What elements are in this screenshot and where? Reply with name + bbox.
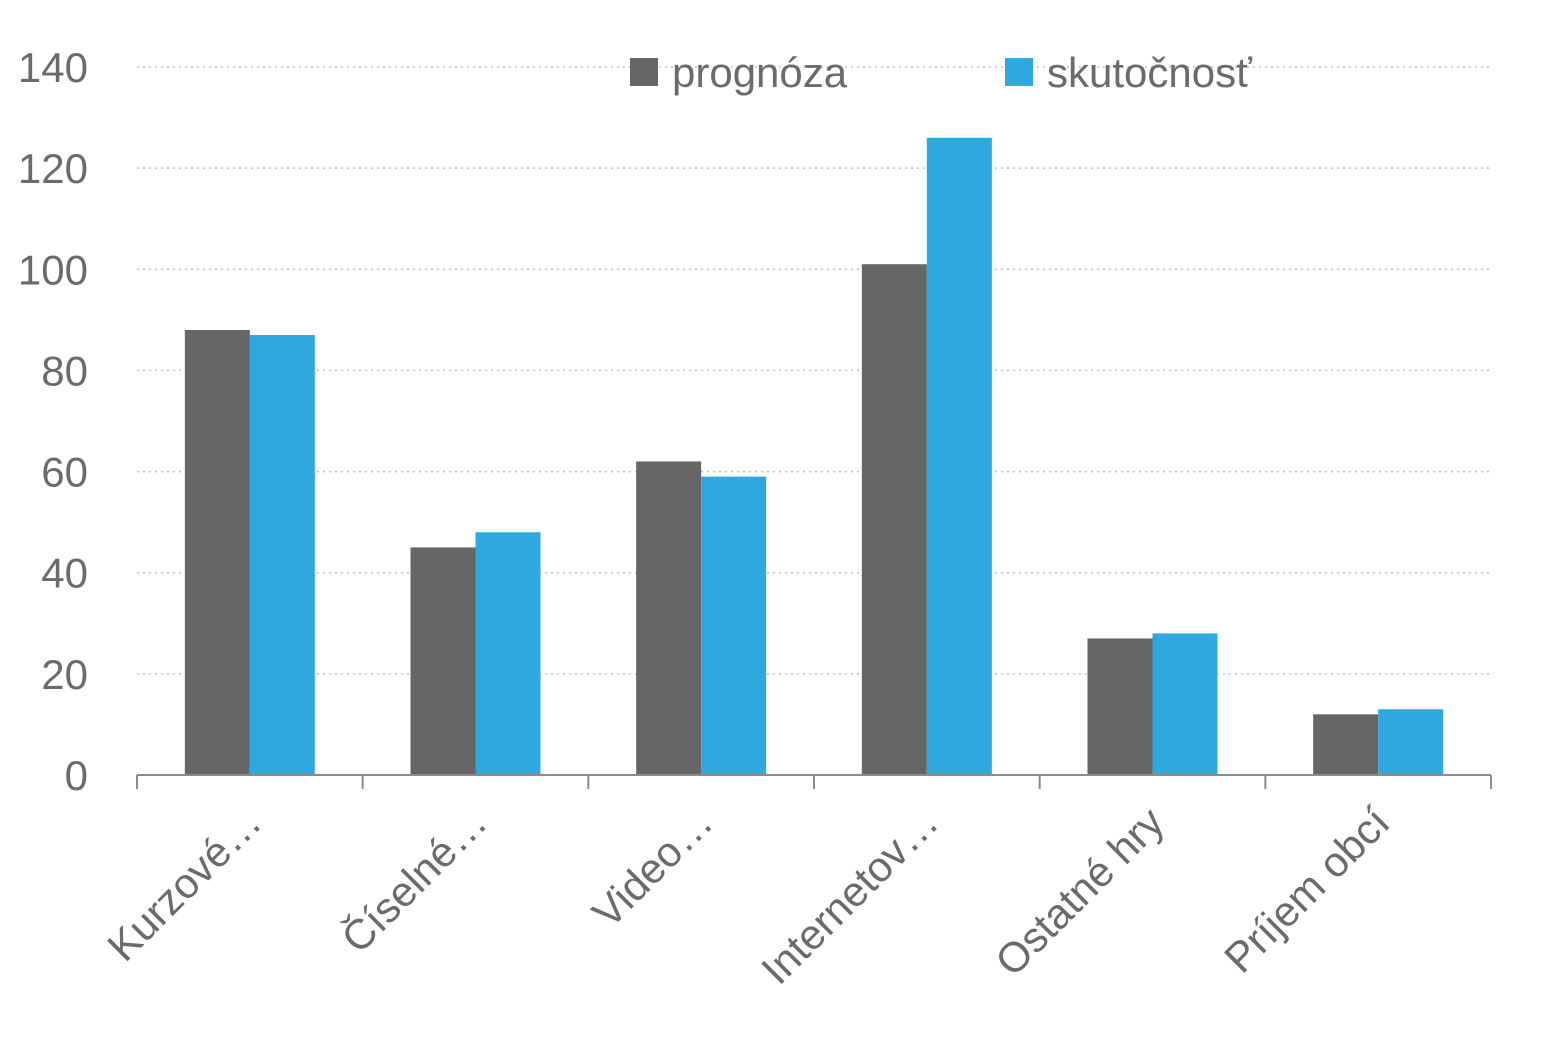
bar-skutočnosť-2 bbox=[701, 476, 767, 775]
legend-swatch-0 bbox=[630, 58, 658, 86]
gridlines bbox=[137, 66, 1491, 675]
bar-prognóza-3 bbox=[861, 264, 927, 775]
x-axis bbox=[136, 774, 1492, 789]
legend-label-1: skutočnosť bbox=[1047, 49, 1253, 96]
bar-prognóza-4 bbox=[1087, 638, 1153, 775]
y-tick-label: 40 bbox=[41, 550, 88, 597]
bar-skutočnosť-3 bbox=[926, 137, 992, 776]
bar-skutočnosť-5 bbox=[1378, 709, 1444, 775]
bar-skutočnosť-1 bbox=[475, 532, 541, 775]
bar-prognóza-5 bbox=[1313, 714, 1379, 775]
x-category-label: Internetov… bbox=[752, 798, 947, 993]
legend: prognóza skutočnosť bbox=[630, 49, 1253, 96]
x-category-label: Ostatné hry bbox=[986, 798, 1173, 985]
y-tick-label: 80 bbox=[41, 347, 88, 394]
x-category-label: Číselné… bbox=[332, 798, 496, 962]
x-category-label: Video… bbox=[583, 798, 721, 936]
y-tick-label: 120 bbox=[18, 145, 88, 192]
y-tick-label: 140 bbox=[18, 44, 88, 91]
x-category-label: Príjem obcí bbox=[1215, 798, 1399, 982]
y-tick-label: 60 bbox=[41, 449, 88, 496]
y-tick-label: 20 bbox=[41, 651, 88, 698]
bar-prognóza-1 bbox=[410, 547, 476, 775]
legend-label-0: prognóza bbox=[672, 49, 848, 96]
y-tick-label: 100 bbox=[18, 246, 88, 293]
x-category-label: Kurzové… bbox=[98, 798, 270, 970]
x-axis-category-labels: Kurzové… Číselné… Video… Internetov… Ostatné… bbox=[98, 798, 1398, 993]
bar-prognóza-2 bbox=[636, 461, 702, 775]
bars bbox=[184, 137, 1444, 776]
legend-swatch-1 bbox=[1005, 58, 1033, 86]
bar-prognóza-0 bbox=[184, 329, 250, 775]
bar-skutočnosť-0 bbox=[249, 335, 315, 775]
bar-skutočnosť-4 bbox=[1152, 633, 1218, 775]
y-axis-ticks: 0 20 40 60 80 100 120 140 bbox=[18, 44, 88, 799]
y-tick-label: 0 bbox=[65, 752, 88, 799]
